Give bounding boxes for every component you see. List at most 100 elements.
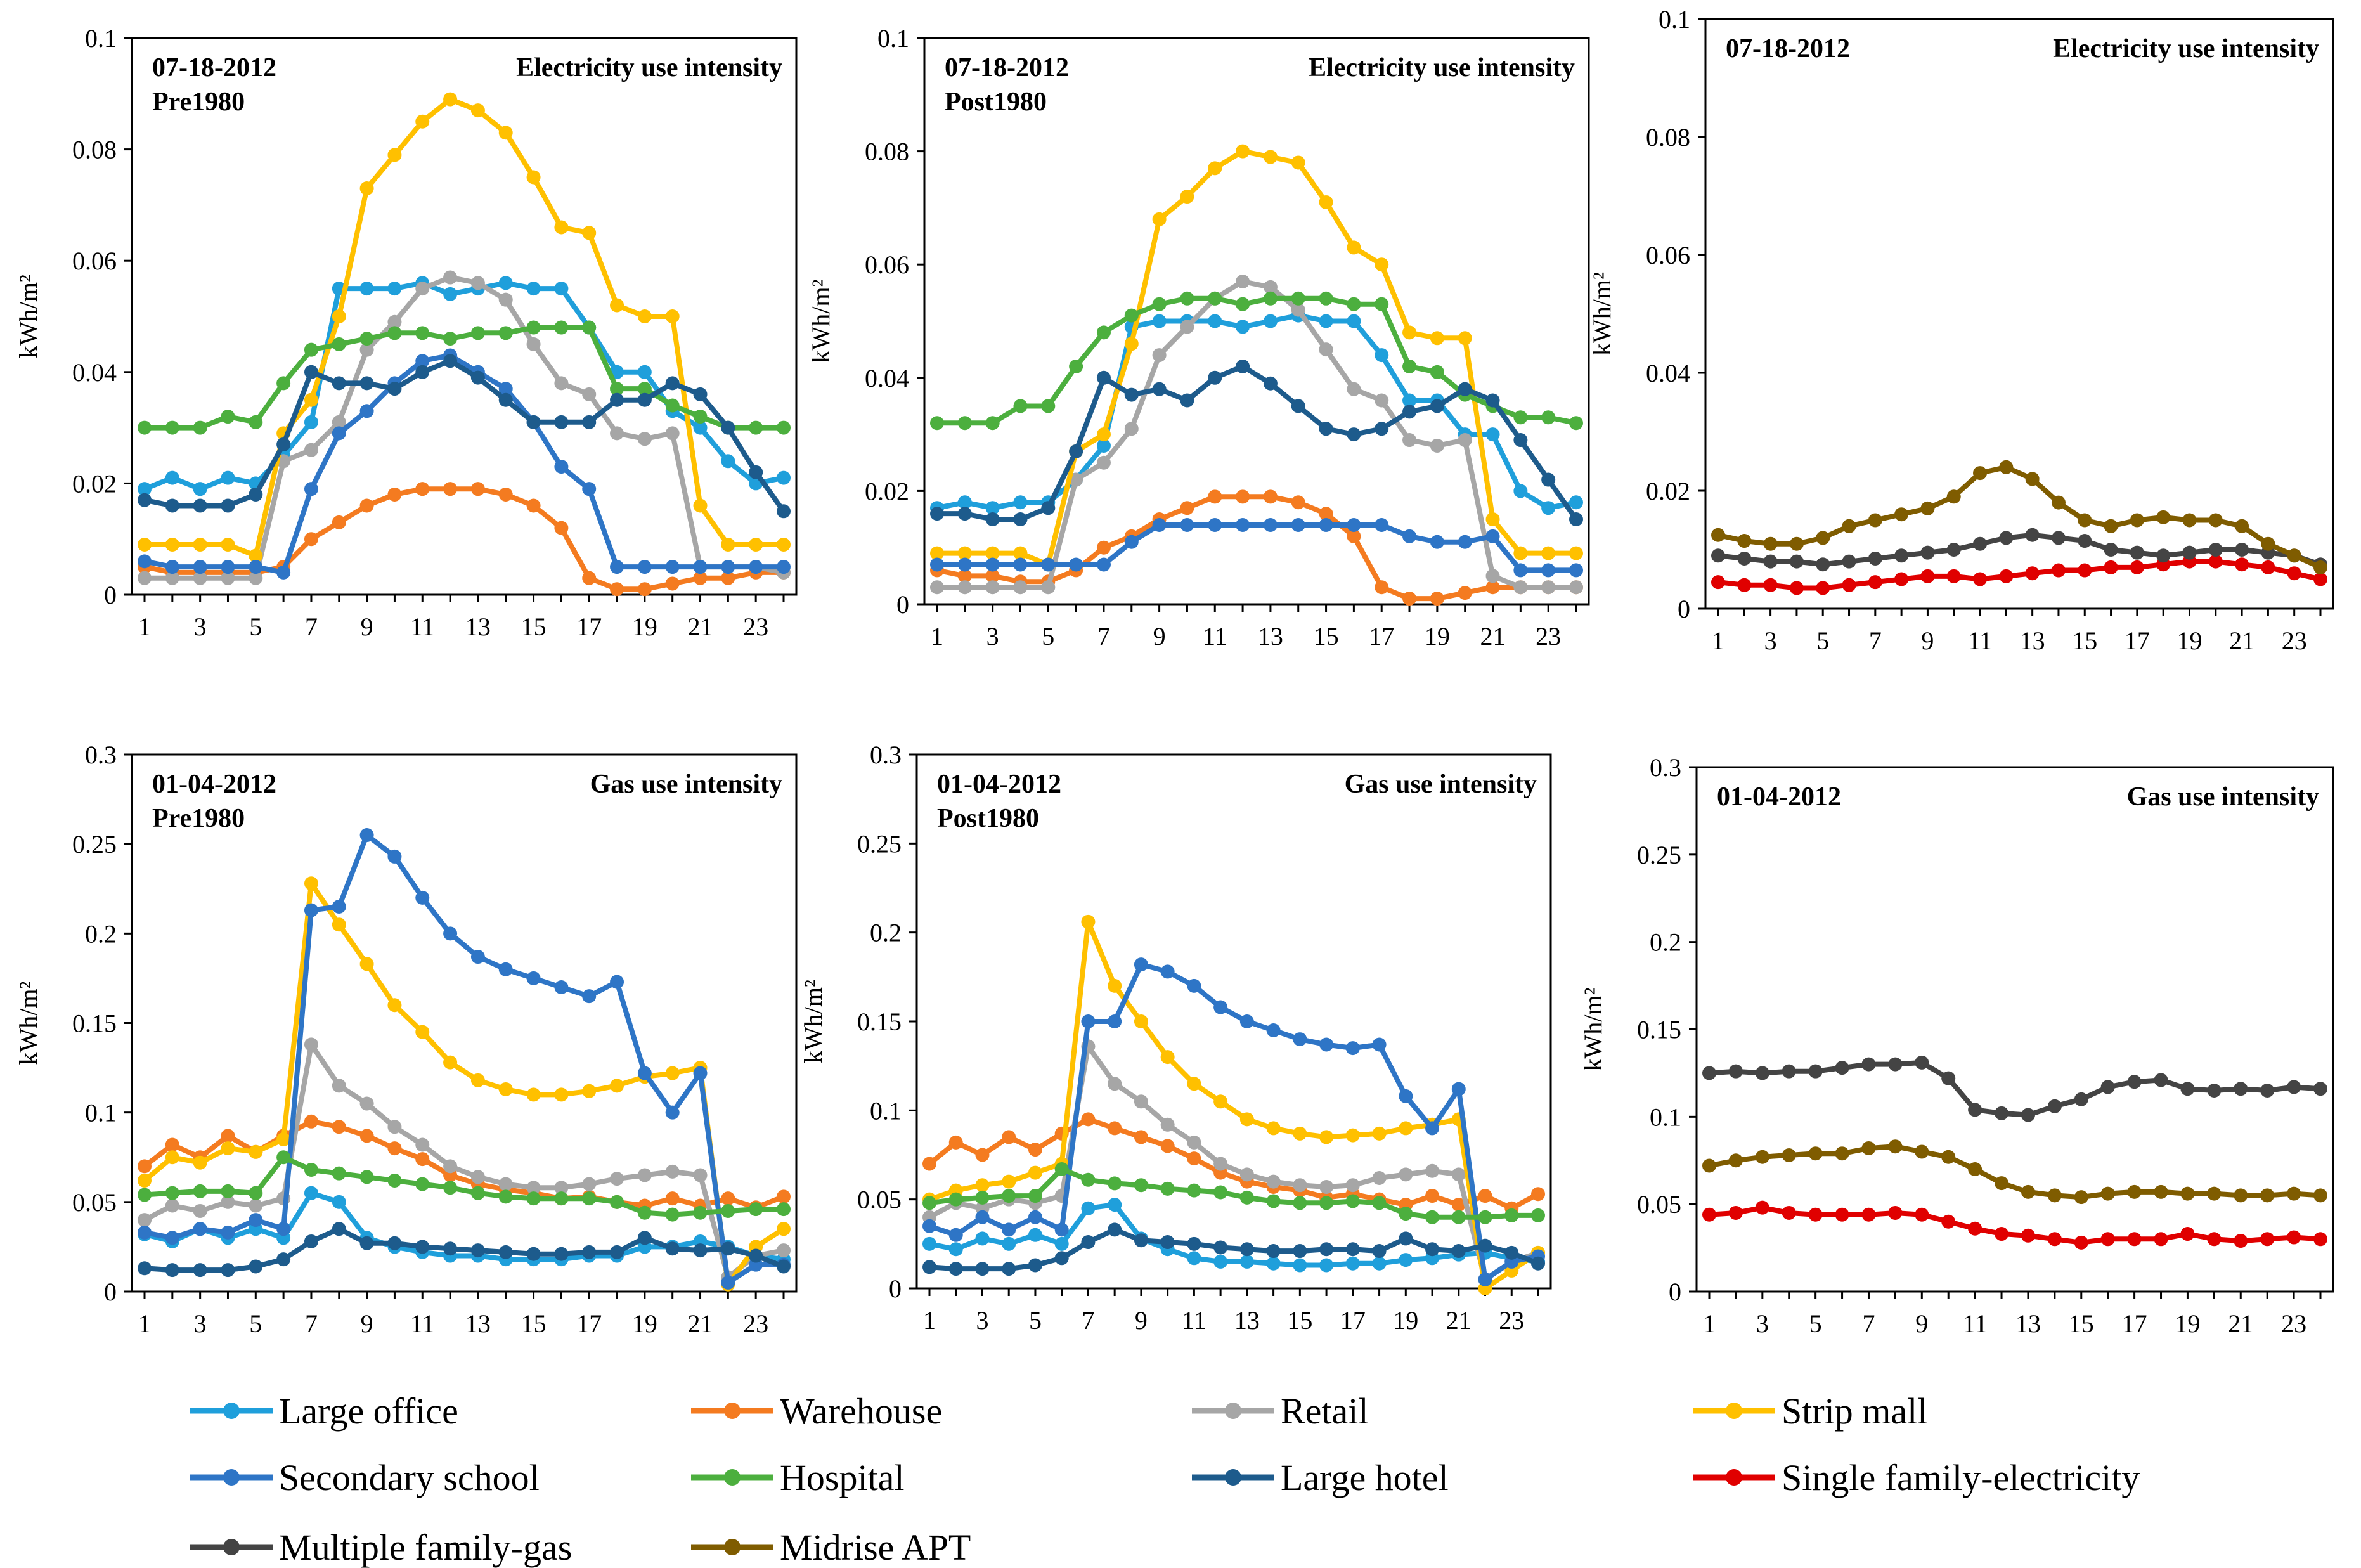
data-point <box>1041 501 1056 515</box>
data-point <box>2025 528 2040 542</box>
data-point <box>1319 422 1333 436</box>
data-point <box>138 571 152 585</box>
legend-swatch-marker <box>1726 1469 1742 1486</box>
legend-item-large-hotel: Large hotel <box>1192 1457 1449 1498</box>
data-point <box>665 576 680 591</box>
data-point <box>1402 359 1417 373</box>
data-point <box>221 1263 235 1278</box>
data-point <box>1263 280 1278 294</box>
data-point <box>2078 534 2092 548</box>
data-point <box>1160 1117 1175 1132</box>
y-tick-label: 0 <box>1678 595 1690 623</box>
legend-swatch-marker <box>724 1403 741 1419</box>
legend-label: Secondary school <box>279 1457 540 1498</box>
data-point <box>637 1205 652 1220</box>
data-point <box>1266 1174 1281 1189</box>
group-annotation: Pre1980 <box>152 87 245 117</box>
data-point <box>415 1137 430 1152</box>
data-point <box>1319 1242 1334 1257</box>
data-point <box>1291 399 1305 413</box>
data-point <box>554 521 569 535</box>
chart-panel-5: 00.050.10.150.20.250.31 3 5 7 9 11 13 15 17 19 21 2… <box>799 741 1552 1335</box>
data-point <box>526 337 541 351</box>
data-point <box>2235 519 2249 533</box>
data-point <box>2154 1184 2168 1199</box>
y-tick-label: 0.1 <box>870 1096 902 1125</box>
data-point <box>582 320 597 335</box>
legend-swatch-marker <box>724 1539 741 1555</box>
x-tick-label: 21 <box>1480 622 1506 651</box>
data-point <box>415 1240 430 1254</box>
data-point <box>1187 978 1201 993</box>
data-point <box>249 1198 263 1213</box>
data-point <box>554 415 569 429</box>
data-point <box>1160 1235 1175 1250</box>
data-point <box>304 1163 318 1177</box>
data-point <box>1375 517 1389 532</box>
data-point <box>1134 1014 1148 1028</box>
series-line <box>936 313 1577 511</box>
data-point <box>304 482 318 496</box>
x-tick-label: 17 <box>1340 1306 1366 1335</box>
data-point <box>1755 1200 1769 1215</box>
data-point <box>582 571 597 585</box>
data-point <box>1124 337 1139 351</box>
data-point <box>1263 291 1278 306</box>
legend-label: Warehouse <box>780 1390 942 1432</box>
data-point <box>2154 1232 2168 1247</box>
data-point <box>1134 1233 1148 1248</box>
data-point <box>1531 1256 1545 1271</box>
data-point <box>2207 1083 2222 1098</box>
data-point <box>985 580 1000 595</box>
x-tick-label: 19 <box>1393 1306 1418 1335</box>
data-point <box>2235 543 2249 557</box>
y-tick-label: 0.06 <box>1646 241 1690 269</box>
data-point <box>2287 1080 2301 1094</box>
data-point <box>554 1181 569 1195</box>
data-point <box>2235 557 2249 572</box>
data-point <box>1180 291 1194 306</box>
legend-swatch-marker <box>223 1539 240 1555</box>
data-point <box>2261 536 2275 551</box>
data-point <box>304 1114 318 1129</box>
data-point <box>2313 560 2327 574</box>
x-tick-label: 21 <box>2229 626 2254 655</box>
data-point <box>1861 1057 1876 1072</box>
data-point <box>387 148 402 162</box>
x-tick-label: 13 <box>2015 1309 2041 1338</box>
data-point <box>985 501 1000 515</box>
data-point <box>1995 1227 2009 1241</box>
data-point <box>1160 1050 1175 1065</box>
data-point <box>1180 190 1194 204</box>
group-annotation: Post1980 <box>945 87 1047 117</box>
data-point <box>221 537 235 552</box>
data-point <box>1430 535 1444 549</box>
data-point <box>526 170 541 185</box>
data-point <box>1485 569 1500 583</box>
y-tick-label: 0.05 <box>1637 1190 1681 1219</box>
series-line <box>937 295 1577 426</box>
data-point <box>2021 1228 2035 1243</box>
data-point <box>554 460 569 474</box>
data-point <box>2208 554 2223 569</box>
data-point <box>922 1219 936 1233</box>
data-point <box>165 1198 179 1213</box>
data-point <box>975 1148 990 1162</box>
data-point <box>930 546 944 560</box>
data-point <box>415 1152 430 1167</box>
data-point <box>1002 1262 1016 1276</box>
data-point <box>304 1186 318 1200</box>
data-point <box>1208 370 1222 385</box>
data-point <box>443 1181 458 1195</box>
data-point <box>1541 410 1556 425</box>
data-point <box>1458 382 1472 396</box>
data-point <box>777 1243 791 1258</box>
data-point <box>554 320 569 335</box>
data-point <box>1013 399 1028 413</box>
data-point <box>1430 438 1444 453</box>
x-tick-label: 5 <box>249 612 262 641</box>
data-point <box>1054 1162 1069 1176</box>
series-line <box>928 1044 1539 1282</box>
data-point <box>1160 1139 1175 1153</box>
data-point <box>1347 314 1361 328</box>
